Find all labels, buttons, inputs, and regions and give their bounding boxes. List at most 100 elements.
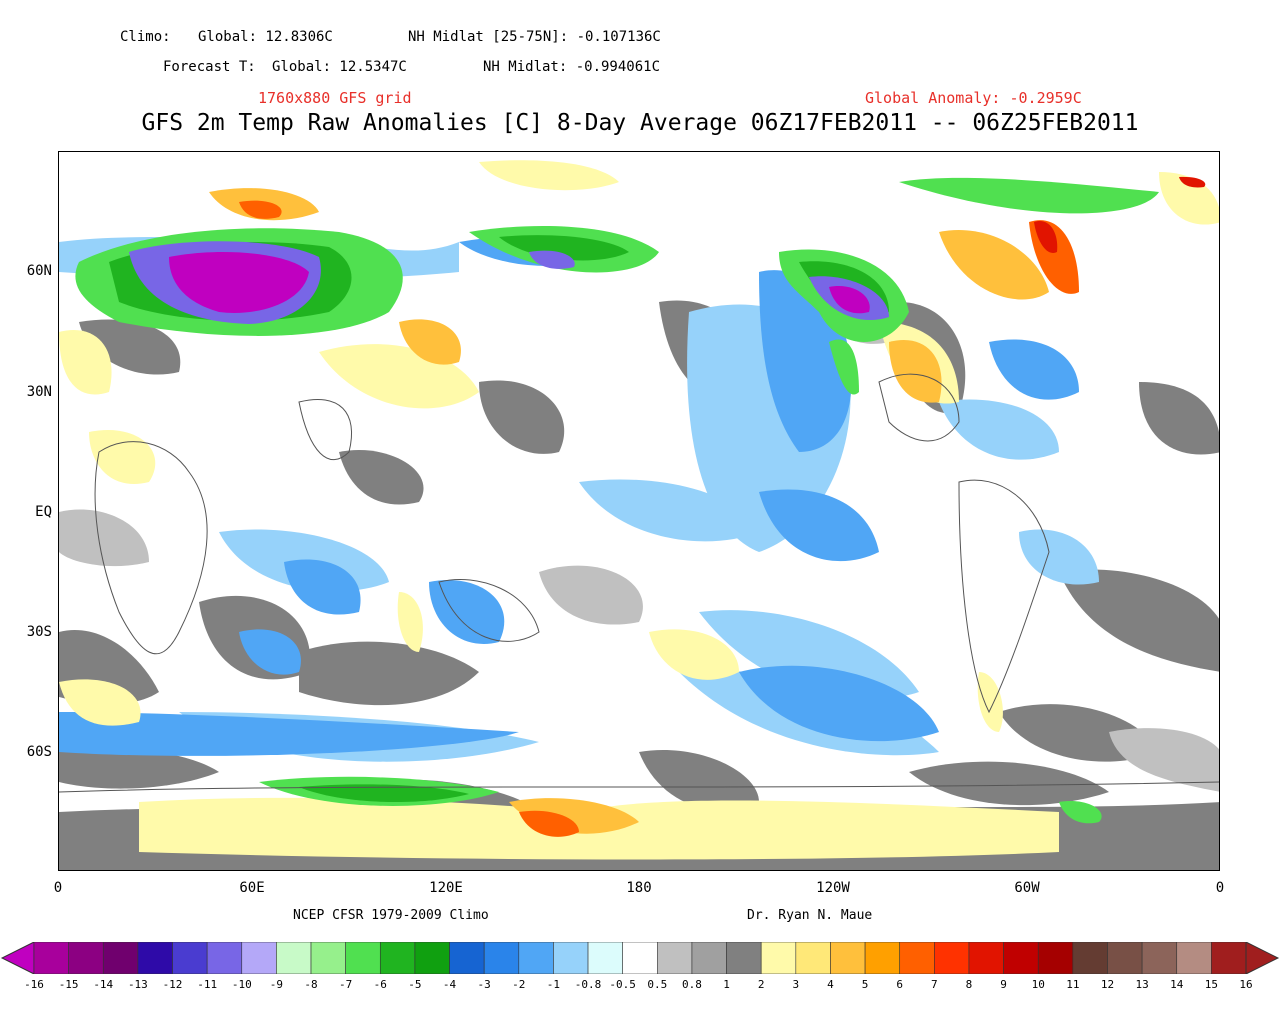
colorbar-segment	[33, 942, 69, 974]
colorbar-tick-label: 13	[1135, 978, 1149, 991]
colorbar-segment	[1003, 942, 1039, 974]
lon-label-120e: 120E	[429, 880, 463, 896]
colorbar-tick-label: 0.5	[647, 978, 668, 991]
magenta-regions	[169, 252, 870, 314]
colorbar-tick-label: -2	[512, 978, 526, 991]
lon-label-60w: 60W	[1014, 880, 1040, 896]
colorbar-tick-label: -11	[197, 978, 218, 991]
colorbar-segment	[1107, 942, 1143, 974]
lat-label-60n: 60N	[26, 263, 52, 279]
colorbar-segment	[345, 942, 381, 974]
colorbar-segment	[1176, 942, 1212, 974]
colorbar-segment	[68, 942, 104, 974]
colorbar-segment	[622, 942, 658, 974]
colorbar-segment	[934, 942, 970, 974]
map-title: GFS 2m Temp Raw Anomalies [C] 8-Day Aver…	[141, 110, 1139, 136]
colorbar-tick-label: 15	[1204, 978, 1218, 991]
colorbar-tick-label: -3	[477, 978, 491, 991]
colorbar-segment	[760, 942, 797, 974]
colorbar-tick-label: 5	[861, 978, 869, 991]
colorbar-tick-label: 3	[792, 978, 800, 991]
lon-label-0-left: 0	[53, 880, 63, 896]
forecast-nh-midlat-value: NH Midlat: -0.994061C	[483, 59, 661, 75]
lat-label-30s: 30S	[26, 624, 52, 640]
colorbar-segment	[102, 942, 139, 974]
colorbar-tick-label: 14	[1170, 978, 1184, 991]
lat-label-eq: EQ	[35, 504, 52, 520]
colorbar-segment	[518, 942, 554, 974]
colorbar-tick-label: 10	[1031, 978, 1045, 991]
anomaly-field	[59, 160, 1219, 870]
colorbar-tick-label: -15	[58, 978, 79, 991]
colorbar-segment	[137, 942, 173, 974]
colorbar-segment	[968, 942, 1004, 974]
colorbar-segment	[795, 942, 831, 974]
colorbar-segment	[241, 942, 277, 974]
colorbar-tick-label: 16	[1239, 978, 1253, 991]
colorbar-segment	[587, 942, 623, 974]
colorbar-segment	[379, 942, 416, 974]
colorbar-tick-label: -16	[24, 978, 44, 991]
climo-label: Climo:	[120, 29, 171, 45]
colorbar-tick-label: -14	[93, 978, 114, 991]
lon-label-120w: 120W	[816, 880, 850, 896]
colorbar-segment	[830, 942, 866, 974]
colorbar-segment	[1141, 942, 1178, 974]
colorbar-segment	[691, 942, 727, 974]
red-hotspots	[1034, 176, 1206, 253]
colorbar-segment	[1072, 942, 1108, 974]
colorbar-segment	[657, 942, 693, 974]
colorbar-tick-label: 1	[723, 978, 730, 991]
coastlines	[59, 373, 1219, 793]
colorbar-segment	[310, 942, 346, 974]
colorbar-segment	[899, 942, 935, 974]
colorbar-tick-label: 12	[1100, 978, 1115, 991]
colorbar-segment	[864, 942, 901, 974]
lon-label-60e: 60E	[239, 880, 265, 896]
colorbar-segment	[276, 942, 312, 974]
colorbar-tick-label: 8	[965, 978, 973, 991]
colorbar-right-arrow	[1245, 942, 1280, 974]
colorbar-segment	[1211, 942, 1247, 974]
colorbar-tick-label: -12	[162, 978, 183, 991]
colorbar-tick-label: 11	[1066, 978, 1080, 991]
colorbar-tick-label: -0.8	[574, 978, 602, 991]
colorbar-tick-label: -4	[442, 978, 457, 991]
colorbar-segment	[172, 942, 208, 974]
anomaly-map	[58, 151, 1220, 871]
colorbar-tick-label: -6	[373, 978, 387, 991]
colorbar-segment	[449, 942, 485, 974]
lon-label-180: 180	[626, 880, 652, 896]
colorbar-segment	[414, 942, 450, 974]
colorbar-tick-label: -1	[546, 978, 561, 991]
colorbar-segment	[1037, 942, 1074, 974]
climo-global-value: Global: 12.8306C	[198, 29, 333, 45]
global-anomaly: Global Anomaly: -0.2959C	[865, 89, 1082, 107]
author-credit: Dr. Ryan N. Maue	[747, 908, 873, 923]
forecast-label: Forecast T:	[163, 59, 256, 75]
colorbar-tick-label: -0.5	[609, 978, 636, 991]
forecast-global-value: Global: 12.5347C	[272, 59, 407, 75]
colorbar-tick-label: 6	[896, 978, 904, 991]
colorbar-tick-label: 0.8	[682, 978, 702, 991]
lon-label-0-right: 0	[1215, 880, 1225, 896]
colorbar-segment	[206, 942, 243, 974]
colorbar-tick-label: -9	[269, 978, 284, 991]
colorbar-tick-label: -8	[304, 978, 318, 991]
climo-credit: NCEP CFSR 1979-2009 Climo	[293, 908, 489, 923]
climo-nh-midlat-value: NH Midlat [25-75N]: -0.107136C	[408, 29, 661, 45]
colorbar-segment	[553, 942, 589, 974]
colorbar-segment	[726, 942, 762, 974]
lat-label-30n: 30N	[26, 384, 52, 400]
colorbar-tick-label: -5	[408, 978, 422, 991]
colorbar-tick-label: -7	[339, 978, 353, 991]
lat-label-60s: 60S	[26, 744, 52, 760]
colorbar-tick-label: 4	[827, 978, 834, 991]
colorbar-tick-label: 2	[757, 978, 765, 991]
colorbar-tick-label: 9	[1000, 978, 1007, 991]
colorbar-tick-label: -10	[231, 978, 252, 991]
colorbar-left-arrow	[0, 942, 35, 974]
colorbar	[0, 942, 1280, 974]
colorbar-segment	[483, 942, 520, 974]
grid-note: 1760x880 GFS grid	[258, 89, 412, 107]
